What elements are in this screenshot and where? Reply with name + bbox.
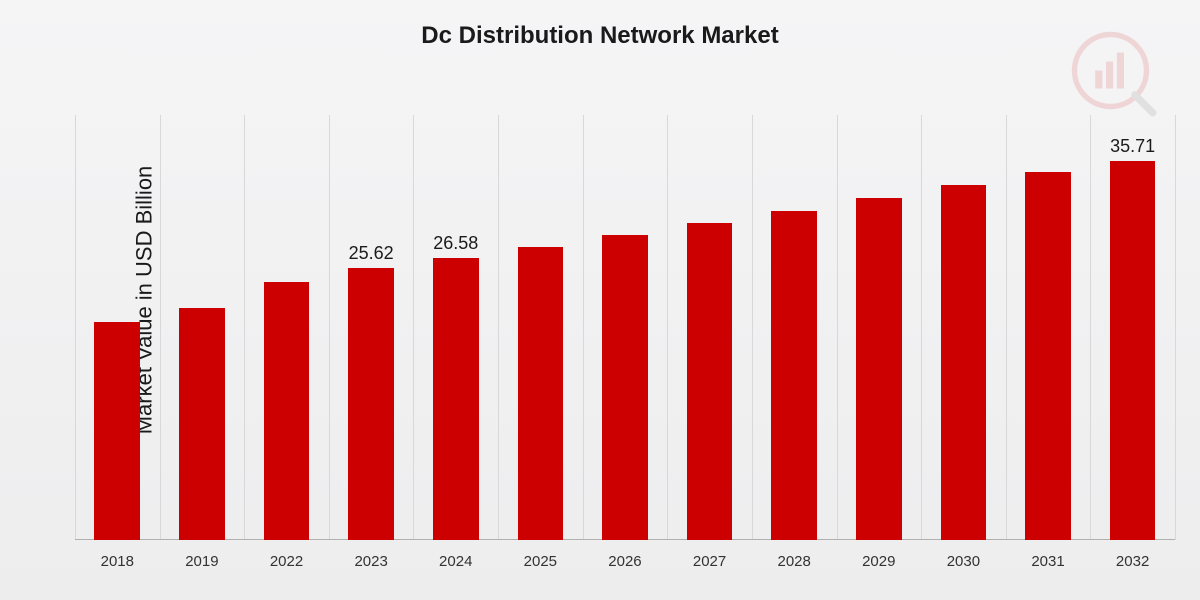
- bar: [1110, 161, 1156, 540]
- bar: [518, 247, 564, 540]
- x-axis-tick-label: 2027: [667, 553, 752, 570]
- x-axis-tick-label: 2032: [1090, 553, 1175, 570]
- plot-area: 25.62 26.58 35.71: [75, 115, 1175, 540]
- bar: [94, 322, 140, 540]
- x-axis-labels: 2018201920222023202420252026202720282029…: [75, 553, 1175, 570]
- bar: [687, 223, 733, 540]
- x-axis-tick-label: 2026: [583, 553, 668, 570]
- bar: [941, 185, 987, 540]
- bar-slot: 35.71: [1090, 115, 1175, 540]
- bar: [264, 282, 310, 540]
- x-axis-tick-label: 2030: [921, 553, 1006, 570]
- x-axis-tick-label: 2029: [836, 553, 921, 570]
- watermark-logo: [1070, 30, 1160, 120]
- bar-slot: [244, 115, 329, 540]
- bar-slot: [160, 115, 245, 540]
- bar-slot: [752, 115, 837, 540]
- x-axis-tick-label: 2025: [498, 553, 583, 570]
- x-axis-tick-label: 2024: [413, 553, 498, 570]
- bar: [433, 258, 479, 540]
- bar-slot: [1006, 115, 1091, 540]
- x-axis-tick-label: 2031: [1006, 553, 1091, 570]
- bar-slot: [583, 115, 668, 540]
- bar-slot: [75, 115, 160, 540]
- bar: [348, 268, 394, 540]
- bar-slot: [498, 115, 583, 540]
- bar-slot: 25.62: [329, 115, 414, 540]
- bar: [602, 235, 648, 540]
- bar: [856, 198, 902, 540]
- bar: [1025, 172, 1071, 540]
- bar-slot: [921, 115, 1006, 540]
- x-axis-tick-label: 2028: [752, 553, 837, 570]
- x-axis-tick-label: 2018: [75, 553, 160, 570]
- bar: [179, 308, 225, 540]
- x-axis-tick-label: 2019: [160, 553, 245, 570]
- bar-value-label: 35.71: [1110, 136, 1155, 157]
- x-axis-tick-label: 2022: [244, 553, 329, 570]
- bar-slot: [836, 115, 921, 540]
- bar-value-label: 25.62: [349, 243, 394, 264]
- gridline: [1175, 115, 1176, 540]
- bar-value-label: 26.58: [433, 233, 478, 254]
- bars-row: 25.62 26.58 35.71: [75, 115, 1175, 540]
- bar-slot: 26.58: [413, 115, 498, 540]
- bar: [771, 211, 817, 540]
- x-axis-tick-label: 2023: [329, 553, 414, 570]
- bar-slot: [667, 115, 752, 540]
- chart-title: Dc Distribution Network Market: [0, 22, 1200, 50]
